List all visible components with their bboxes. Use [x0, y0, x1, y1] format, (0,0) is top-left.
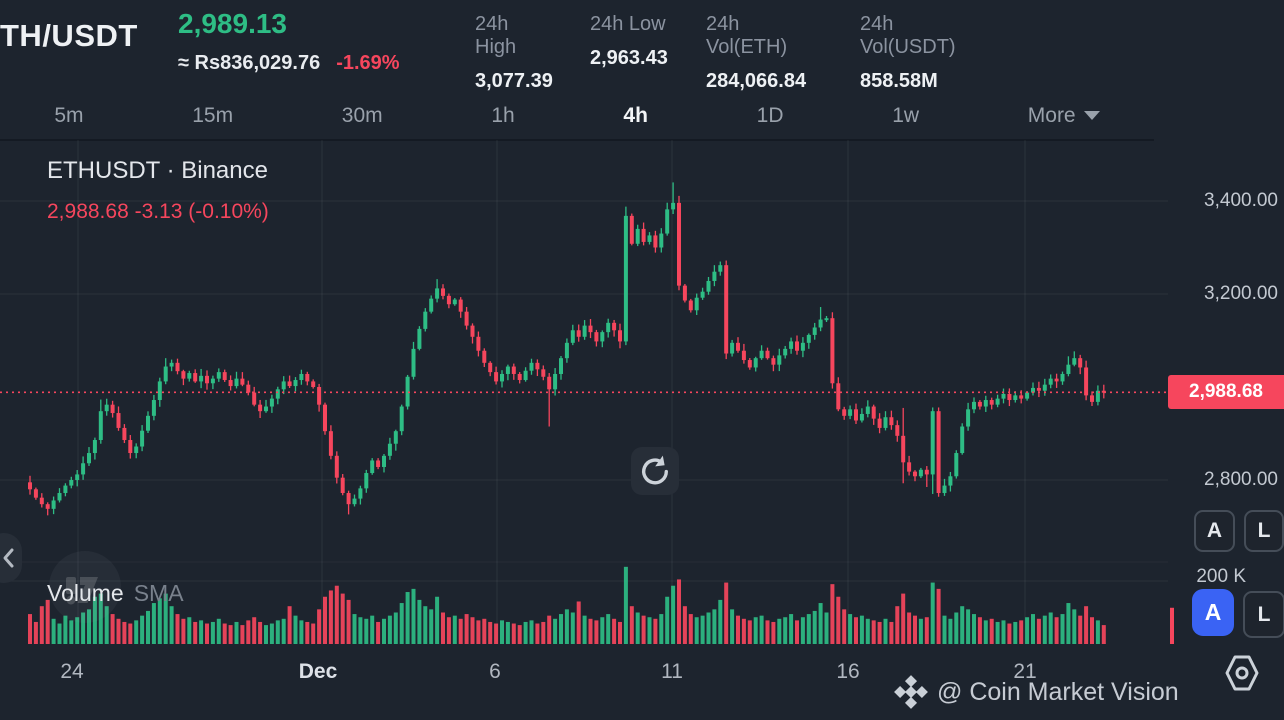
time-axis-label: 24 [60, 660, 84, 683]
stat-label: 24h Low [590, 13, 666, 35]
volume-pane-auto-button-active[interactable]: A [1192, 589, 1234, 636]
tab-1d[interactable]: 1D [756, 103, 784, 127]
tab-1w[interactable]: 1w [892, 103, 920, 127]
volume-pane-legend: Volume SMA [47, 580, 184, 607]
chevron-left-icon [0, 543, 18, 573]
brand-watermark: @ Coin Market Vision [893, 674, 1179, 710]
stat-label: 24h Vol(USDT) [860, 13, 956, 58]
stat-label: 24h Vol(ETH) [706, 13, 788, 58]
stat-24h-high: 24h High 3,077.39 [475, 13, 553, 93]
binance-logo-icon [893, 674, 929, 710]
stat-label: 24h High [475, 13, 517, 58]
fiat-price-row: ≈ Rs836,029.76 -1.69% [178, 52, 400, 75]
stat-24h-vol-eth-: 24h Vol(ETH) 284,066.84 [706, 13, 806, 93]
tab-more[interactable]: More [1028, 104, 1100, 128]
price-axis-label: 3,400.00 [1204, 190, 1278, 211]
last-price: 2,989.13 [178, 8, 287, 39]
price-axis-label: 2,800.00 [1204, 469, 1278, 490]
watermark-text: @ Coin Market Vision [937, 677, 1179, 706]
time-axis-label: 21 [1013, 660, 1037, 683]
timeframe-tabs: 5m 15m 30m 1h 4h 1D 1w More [0, 92, 1154, 141]
settings-gear-icon[interactable] [1220, 652, 1264, 694]
tab-4h[interactable]: 4h [623, 103, 648, 127]
reset-chart-button[interactable] [631, 447, 679, 495]
tab-30m[interactable]: 30m [341, 103, 383, 127]
collapse-panel-handle[interactable] [0, 533, 22, 583]
stat-value: 284,066.84 [706, 70, 807, 92]
tab-15m[interactable]: 15m [192, 103, 234, 127]
chevron-down-icon [1083, 111, 1100, 121]
time-axis-label: Dec [298, 660, 338, 683]
volume-label: Volume [47, 580, 124, 606]
chart-legend-quote: 2,988.68 -3.13 (-0.10%) [47, 200, 269, 223]
price-pane-log-button[interactable]: L [1244, 510, 1284, 552]
time-axis-label: 6 [489, 660, 501, 683]
stat-24h-low: 24h Low 2,963.43 [590, 13, 668, 70]
volume-pane-log-button[interactable]: L [1243, 591, 1284, 638]
sma-label: SMA [133, 580, 184, 606]
stat-value: 858.58M [860, 70, 938, 92]
price-axis-label: 3,200.00 [1204, 283, 1278, 304]
refresh-icon [631, 447, 679, 495]
stat-value: 3,077.39 [475, 70, 553, 92]
chart-legend-title: ETHUSDT · Binance [47, 157, 268, 184]
stat-24h-vol-usdt-: 24h Vol(USDT) 858.58M [860, 13, 956, 93]
time-axis-label: 11 [661, 660, 683, 683]
change-percent: -1.69% [336, 52, 400, 74]
tab-1h[interactable]: 1h [491, 103, 515, 127]
volume-axis-label: 200 K [1196, 566, 1246, 587]
tab-5m[interactable]: 5m [54, 103, 84, 127]
price-pane-auto-button[interactable]: A [1194, 510, 1235, 552]
current-price-tag: 2,988.68 [1168, 375, 1284, 410]
time-axis-label: 16 [836, 660, 860, 683]
trading-pair-title: TH/USDT [0, 18, 138, 53]
stat-value: 2,963.43 [590, 47, 668, 69]
fiat-price: ≈ Rs836,029.76 [178, 52, 321, 74]
tradingview-logo-icon [49, 551, 121, 623]
